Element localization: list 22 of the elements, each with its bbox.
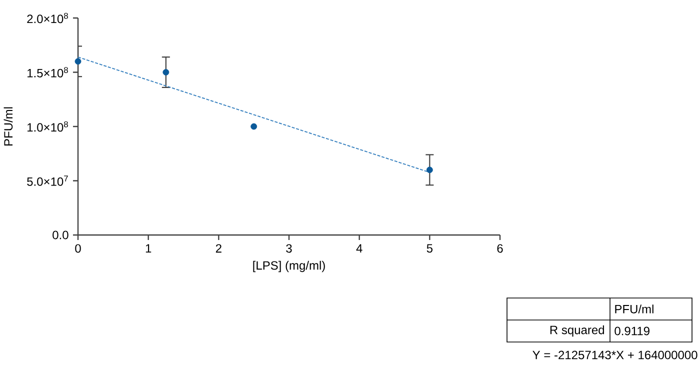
x-axis-title: [LPS] (mg/ml): [253, 260, 325, 272]
y-tick-label: 1.5×10$^{8}$: [28, 67, 68, 78]
text: Y = -21257143*X + 164000000: [532, 350, 698, 360]
text: R squared: [550, 325, 604, 337]
x-tick-label: 0: [75, 244, 81, 253]
point: [250, 123, 258, 130]
x-tick-label: 3: [286, 244, 292, 253]
text: PFU/ml: [615, 304, 654, 314]
text: 0.9119: [614, 326, 650, 336]
x-tick-label: 4: [356, 244, 362, 252]
x-tick-label: 2: [216, 244, 222, 253]
y-tick-label: 0.0: [52, 230, 68, 240]
y-axis-title: PFU/ml: [4, 107, 13, 146]
point: [426, 166, 433, 174]
y-tick-label: 5.0×10$^{7}$: [27, 176, 68, 186]
y-tick-label: 2.0×10$^{8}$: [27, 12, 68, 24]
point: [162, 69, 170, 76]
point: [74, 58, 82, 65]
x-tick-label: 1: [146, 244, 152, 252]
x-tick-label: 5: [426, 244, 433, 253]
x-tick-label: 6: [497, 244, 503, 253]
y-tick-label: 1.0×10$^{8}$: [28, 121, 68, 132]
